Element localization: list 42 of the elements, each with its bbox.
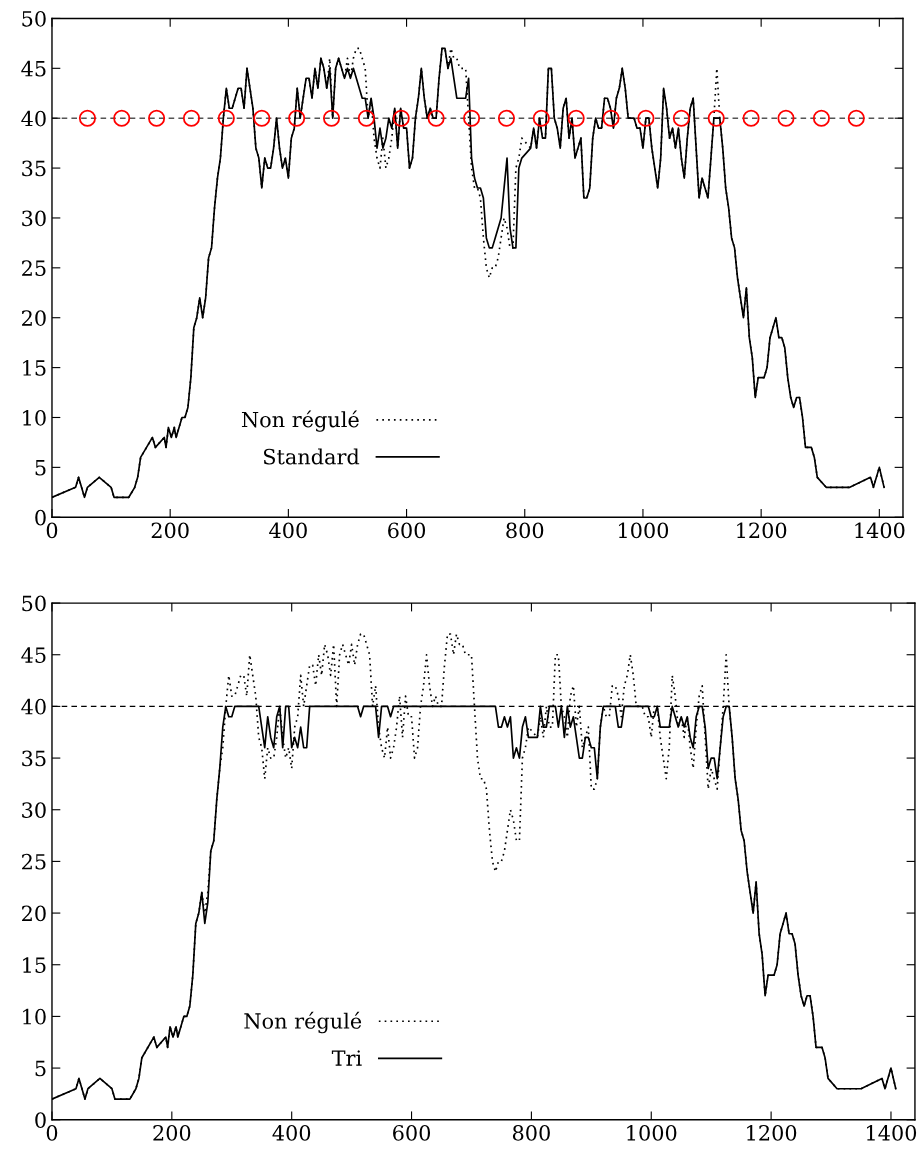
y-tick-label: 25 [22, 260, 46, 277]
y-tick-label: 35 [22, 160, 46, 177]
x-tick-label: 1400 [867, 1124, 917, 1141]
y-tick-label: 5 [35, 1060, 46, 1077]
x-tick-label: 1400 [855, 522, 905, 539]
y-tick-label: 50 [22, 595, 46, 612]
x-tick-label: 1000 [627, 1124, 677, 1141]
y-tick-label: 15 [23, 360, 46, 376]
legend-label: Standard [263, 448, 360, 465]
y-tick-label: 25 [22, 853, 46, 870]
y-tick-label: 40 [21, 698, 46, 715]
x-tick-label: 400 [269, 522, 307, 539]
y-tick-label: 0 [35, 509, 46, 526]
y-tick-label: 10 [23, 1008, 46, 1025]
y-tick-label: 0 [35, 1112, 46, 1128]
y-tick-label: 10 [23, 409, 46, 426]
x-tick-label: 0 [46, 1124, 58, 1141]
y-tick-label: 15 [23, 957, 46, 973]
legend-label: Tri [331, 1050, 362, 1066]
x-tick-label: 200 [151, 522, 189, 539]
y-tick-label: 35 [22, 750, 46, 767]
x-tick-label: 200 [153, 1124, 191, 1141]
y-tick-label: 20 [22, 905, 46, 922]
y-tick-label: 30 [22, 802, 46, 818]
x-tick-label: 800 [506, 522, 544, 539]
legend-label: Non régulé [241, 410, 359, 432]
y-tick-label: 20 [22, 310, 46, 326]
x-tick-label: 1000 [618, 522, 669, 539]
y-tick-label: 40 [21, 110, 46, 127]
y-tick-label: 50 [22, 10, 46, 27]
x-tick-label: 400 [272, 1124, 311, 1141]
x-tick-label: 800 [512, 1124, 550, 1141]
y-tick-label: 45 [21, 647, 46, 663]
x-tick-label: 600 [393, 1124, 431, 1141]
x-tick-label: 600 [388, 522, 426, 539]
x-tick-label: 0 [46, 522, 58, 539]
x-tick-label: 1200 [737, 522, 787, 539]
y-tick-label: 30 [22, 210, 46, 227]
y-tick-label: 45 [21, 60, 46, 77]
x-tick-label: 1200 [747, 1124, 797, 1141]
y-tick-label: 5 [35, 460, 46, 476]
legend-label: Non régulé [244, 1011, 362, 1034]
